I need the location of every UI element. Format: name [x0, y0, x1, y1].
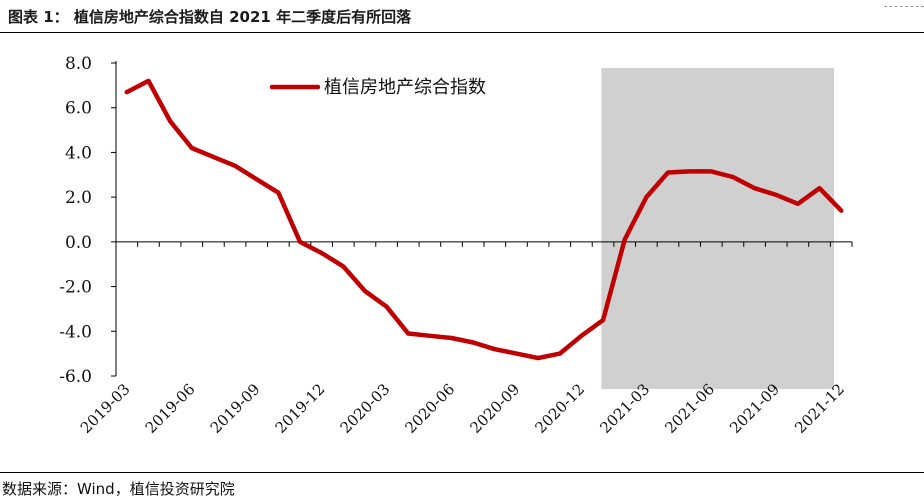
- x-tick-label: 2019-09: [207, 380, 264, 437]
- x-tick-label: 2020-03: [337, 380, 394, 437]
- y-tick-label: 6.0: [65, 99, 92, 119]
- y-tick-label: 4.0: [65, 143, 92, 163]
- x-tick-label: 2020-12: [531, 380, 588, 437]
- y-tick-label: 8.0: [65, 54, 92, 74]
- title-divider: [0, 32, 924, 33]
- x-tick-label: 2019-06: [142, 380, 199, 437]
- y-tick-label: 0.0: [65, 233, 92, 253]
- source-divider: [0, 472, 924, 473]
- x-tick-label: 2020-06: [402, 380, 459, 437]
- x-tick-label: 2019-03: [77, 380, 134, 437]
- series-line: [124, 78, 844, 361]
- x-tick-label: 2020-09: [466, 380, 523, 437]
- legend-label: 植信房地产综合指数: [324, 77, 486, 98]
- y-tick-label: -2.0: [59, 278, 92, 298]
- figure-title: 图表 1： 植信房地产综合指数自 2021 年二季度后有所回落: [8, 8, 412, 26]
- page-corner-mark: [884, 0, 924, 7]
- y-tick-label: -6.0: [59, 367, 92, 387]
- y-tick-label: -4.0: [59, 322, 92, 342]
- y-tick-label: 2.0: [65, 188, 92, 208]
- source-note: 数据来源：Wind，植信投资研究院: [2, 480, 235, 498]
- x-tick-label: 2019-12: [272, 380, 329, 437]
- highlight-band: [601, 68, 835, 389]
